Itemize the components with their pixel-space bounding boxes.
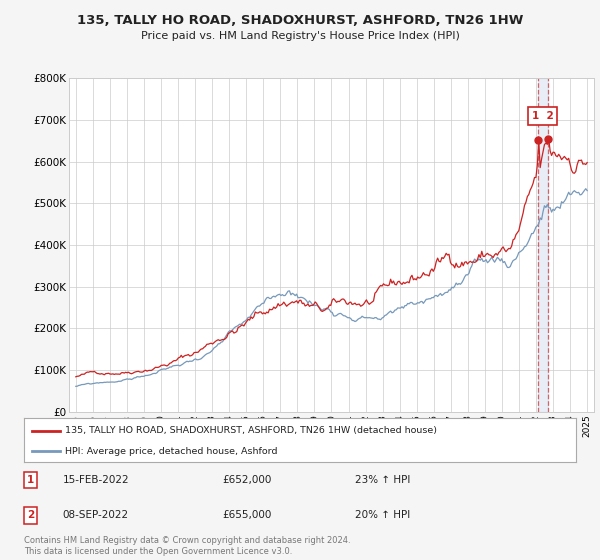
Text: Contains HM Land Registry data © Crown copyright and database right 2024.
This d: Contains HM Land Registry data © Crown c… bbox=[24, 536, 350, 556]
Bar bbox=[538, 78, 548, 412]
Text: 23% ↑ HPI: 23% ↑ HPI bbox=[355, 475, 410, 486]
Text: 15-FEB-2022: 15-FEB-2022 bbox=[62, 475, 129, 486]
Text: 20% ↑ HPI: 20% ↑ HPI bbox=[355, 510, 410, 520]
Text: Price paid vs. HM Land Registry's House Price Index (HPI): Price paid vs. HM Land Registry's House … bbox=[140, 31, 460, 41]
Text: 135, TALLY HO ROAD, SHADOXHURST, ASHFORD, TN26 1HW (detached house): 135, TALLY HO ROAD, SHADOXHURST, ASHFORD… bbox=[65, 426, 437, 435]
Text: HPI: Average price, detached house, Ashford: HPI: Average price, detached house, Ashf… bbox=[65, 446, 278, 456]
Text: 08-SEP-2022: 08-SEP-2022 bbox=[62, 510, 129, 520]
Text: 2: 2 bbox=[27, 510, 34, 520]
Text: 1: 1 bbox=[27, 475, 34, 486]
Text: 135, TALLY HO ROAD, SHADOXHURST, ASHFORD, TN26 1HW: 135, TALLY HO ROAD, SHADOXHURST, ASHFORD… bbox=[77, 14, 523, 27]
Text: 1  2: 1 2 bbox=[532, 111, 554, 121]
Text: £652,000: £652,000 bbox=[223, 475, 272, 486]
Text: £655,000: £655,000 bbox=[223, 510, 272, 520]
